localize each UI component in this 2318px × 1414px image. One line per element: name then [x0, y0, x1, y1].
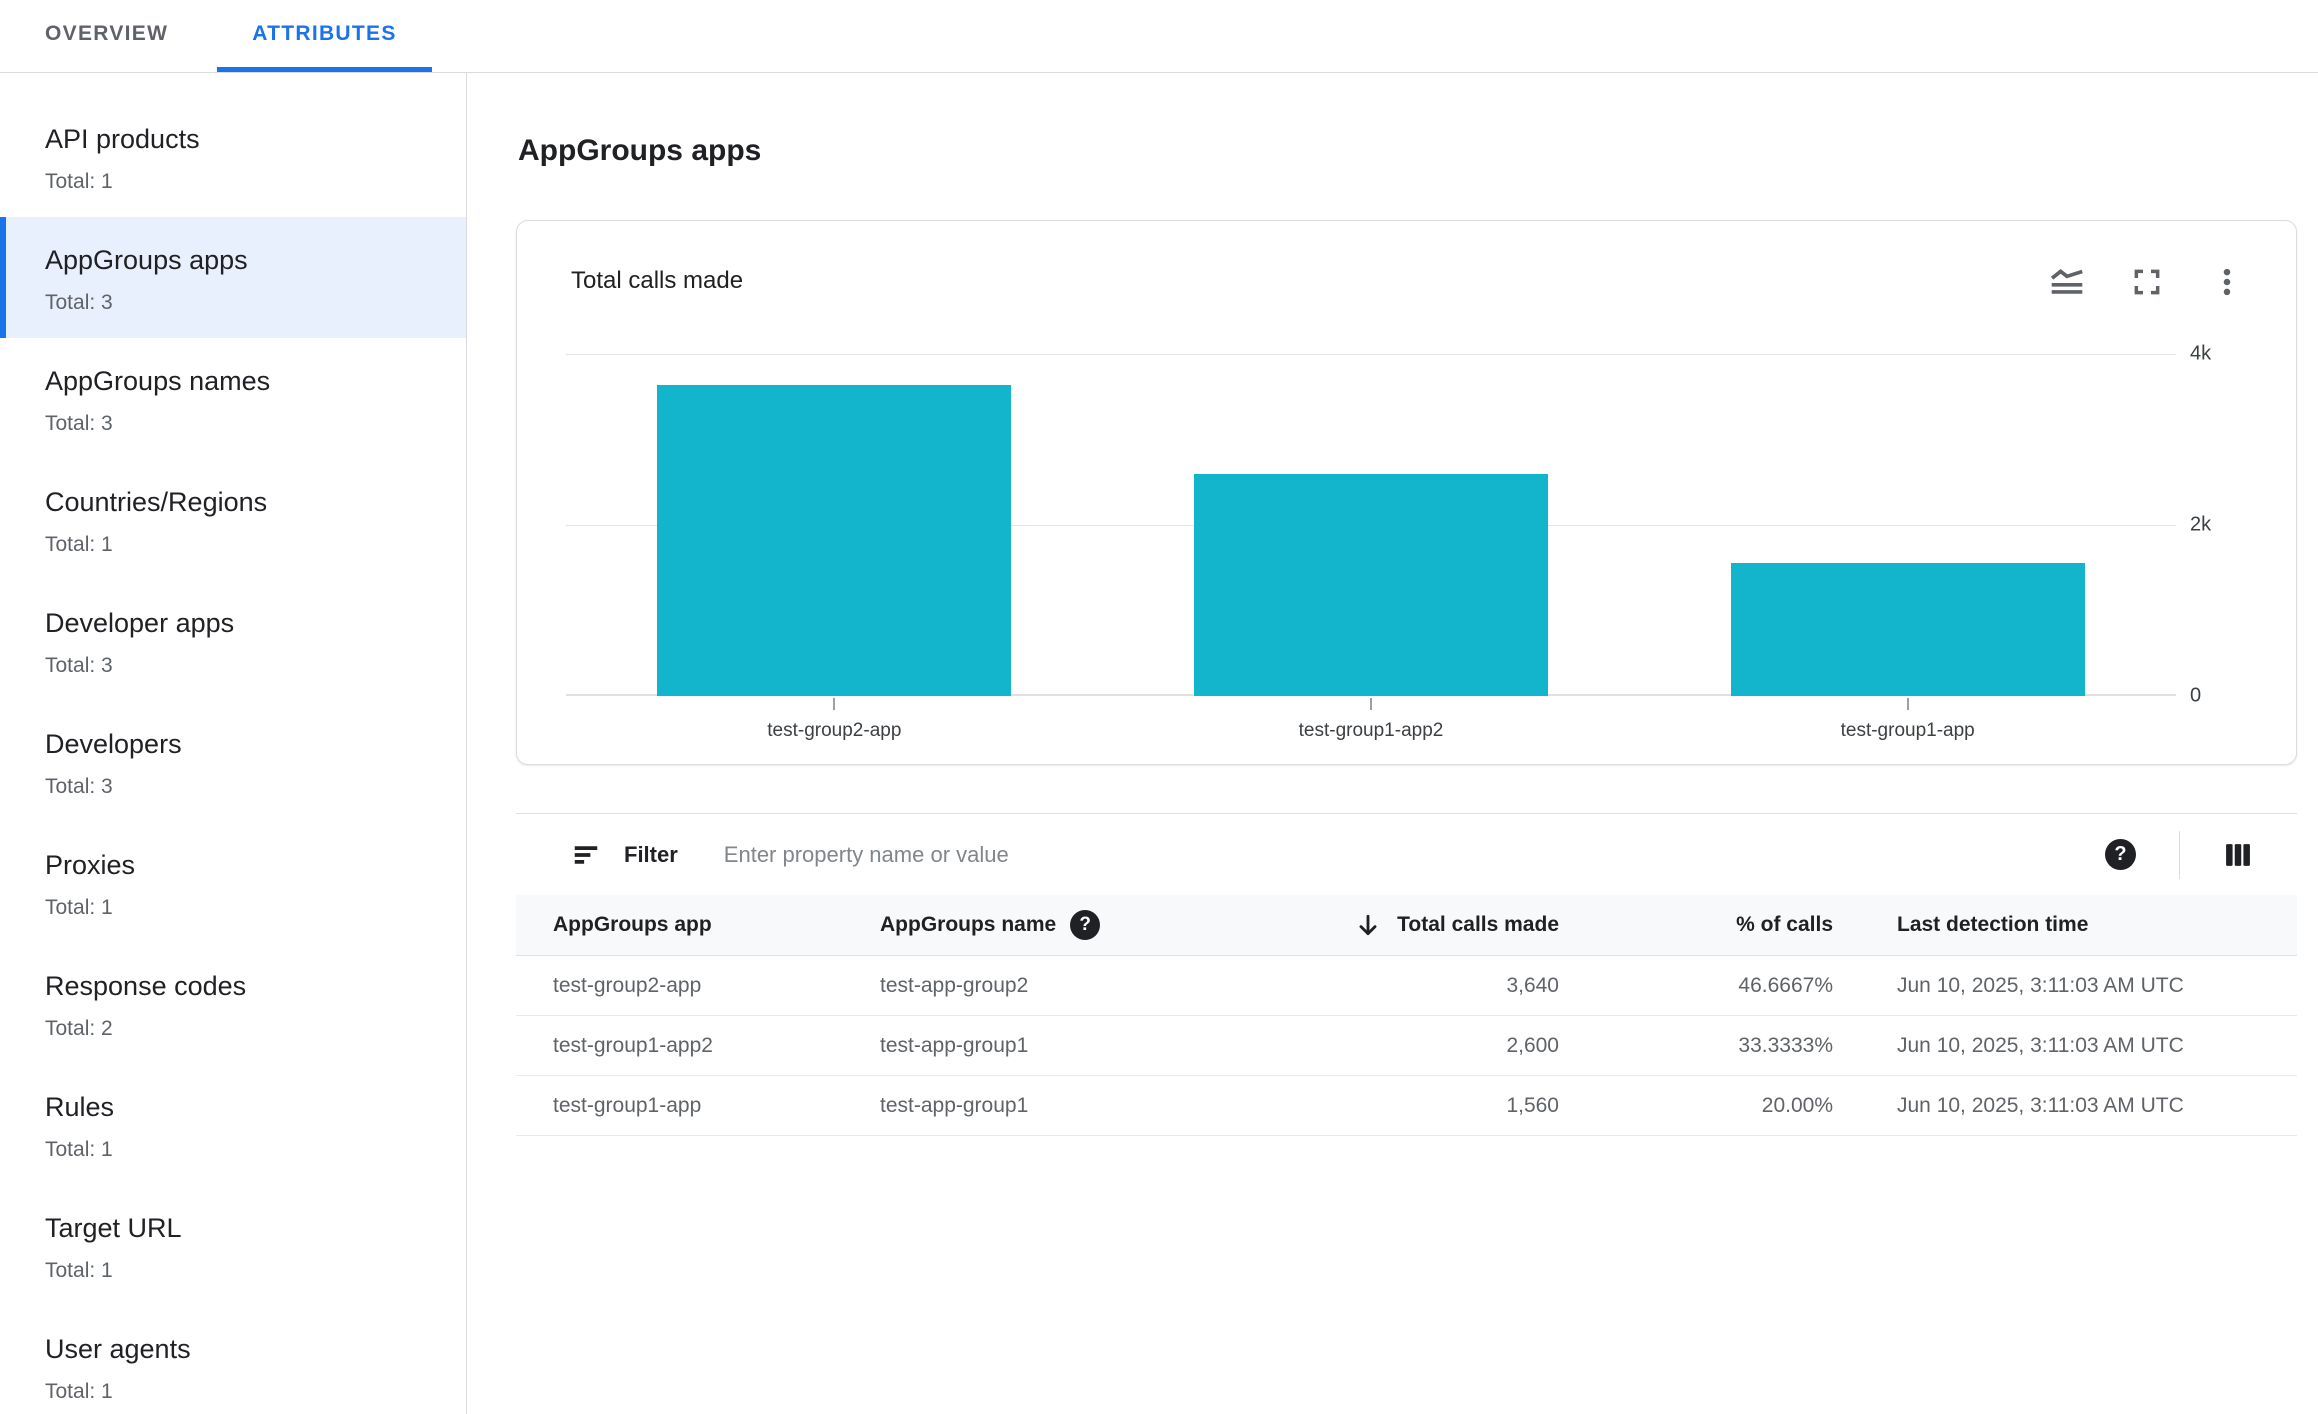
- bar-test-group2-app: [657, 384, 1012, 696]
- sidebar-item-total: Total: 1: [45, 1138, 113, 1161]
- sidebar-item-target-url[interactable]: Target URL Total: 1: [0, 1185, 466, 1306]
- sidebar-item-label: API products: [45, 124, 200, 154]
- sidebar-item-label: Response codes: [45, 971, 247, 1001]
- gridline-4k: [566, 354, 2176, 355]
- bar-chart-plot: 4k 2k 0 test-group2-app test-group1-app: [566, 343, 2211, 741]
- x-category-label: test-group2-app: [767, 720, 902, 741]
- table-filter-bar: Filter ?: [516, 813, 2297, 895]
- header-total-calls-made[interactable]: Total calls made: [1327, 912, 1577, 938]
- filter-input[interactable]: [721, 840, 1446, 869]
- sidebar-item-total: Total: 3: [45, 291, 113, 314]
- arrow-down-icon: [1359, 914, 1377, 936]
- cell-total-calls: 3,640: [1506, 973, 1559, 997]
- tab-attributes[interactable]: ATTRIBUTES: [217, 0, 432, 72]
- fullscreen-icon[interactable]: [2128, 263, 2166, 301]
- y-tick-label: 4k: [2190, 342, 2212, 365]
- filter-label: Filter: [624, 841, 678, 867]
- sidebar-item-total: Total: 1: [45, 170, 113, 193]
- cell-appgroups-name: test-app-group1: [880, 1093, 1029, 1117]
- bar-test-group1-app: [1730, 562, 2085, 696]
- sidebar-item-label: AppGroups names: [45, 366, 271, 396]
- x-tick: [1906, 698, 1909, 710]
- cell-total-calls: 1,560: [1506, 1093, 1559, 1117]
- main-content: AppGroups apps Total calls made: [516, 72, 2297, 1136]
- header-appgroups-name-label: AppGroups name: [880, 913, 1057, 936]
- sidebar-item-developers[interactable]: Developers Total: 3: [0, 701, 466, 822]
- sidebar-item-label: AppGroups apps: [45, 245, 248, 275]
- sidebar-item-countries-regions[interactable]: Countries/Regions Total: 1: [0, 459, 466, 580]
- help-icon[interactable]: ?: [1070, 910, 1101, 940]
- cell-appgroups-name: test-app-group2: [880, 973, 1029, 997]
- cell-last-detection: Jun 10, 2025, 3:11:03 AM UTC: [1897, 1033, 2184, 1057]
- sidebar-item-appgroups-apps[interactable]: AppGroups apps Total: 3: [0, 217, 466, 338]
- attributes-sidebar: API products Total: 1 AppGroups apps Tot…: [0, 73, 467, 1414]
- chart-title: Total calls made: [571, 267, 744, 294]
- cell-pct-of-calls: 46.6667%: [1738, 973, 1833, 997]
- x-tick: [833, 698, 836, 710]
- sidebar-item-label: User agents: [45, 1334, 191, 1364]
- cell-pct-of-calls: 20.00%: [1761, 1093, 1833, 1117]
- bar-series: [566, 354, 2176, 696]
- cell-appgroups-app: test-group1-app2: [553, 1033, 713, 1057]
- table-row: test-group2-app test-app-group2 3,640 46…: [516, 956, 2297, 1016]
- vertical-divider: [2179, 830, 2180, 879]
- filter-bar-actions: ?: [2105, 830, 2253, 879]
- sidebar-item-api-products[interactable]: API products Total: 1: [0, 96, 466, 217]
- tab-overview[interactable]: OVERVIEW: [45, 21, 169, 45]
- sidebar-item-appgroups-names[interactable]: AppGroups names Total: 3: [0, 338, 466, 459]
- cell-appgroups-app: test-group2-app: [553, 973, 702, 997]
- sidebar-item-total: Total: 1: [45, 1380, 113, 1403]
- area-chart-icon[interactable]: [2048, 263, 2086, 301]
- cell-last-detection: Jun 10, 2025, 3:11:03 AM UTC: [1897, 1093, 2184, 1117]
- y-tick-label: 0: [2190, 684, 2202, 707]
- sidebar-item-user-agents[interactable]: User agents Total: 1: [0, 1306, 466, 1414]
- bar-test-group1-app2: [1194, 473, 1548, 696]
- header-appgroups-name[interactable]: AppGroups name ?: [880, 910, 1327, 940]
- sidebar-item-label: Proxies: [45, 850, 136, 880]
- table-row: test-group1-app2 test-app-group1 2,600 3…: [516, 1016, 2297, 1076]
- x-tick: [1370, 698, 1372, 710]
- sidebar-item-total: Total: 3: [45, 654, 113, 677]
- chart-toolbar: [2048, 263, 2246, 301]
- page-title: AppGroups apps: [518, 134, 762, 167]
- sidebar-item-developer-apps[interactable]: Developer apps Total: 3: [0, 580, 466, 701]
- sidebar-item-total: Total: 3: [45, 775, 113, 798]
- header-appgroups-app[interactable]: AppGroups app: [553, 913, 712, 936]
- help-icon[interactable]: ?: [2105, 839, 2136, 870]
- sidebar-item-label: Rules: [45, 1092, 115, 1122]
- sidebar-item-proxies[interactable]: Proxies Total: 1: [0, 822, 466, 943]
- more-vert-icon[interactable]: [2208, 263, 2246, 301]
- sidebar-item-label: Developer apps: [45, 608, 235, 638]
- sidebar-item-total: Total: 1: [45, 1259, 113, 1282]
- sidebar-item-total: Total: 1: [45, 896, 113, 919]
- tab-bar: OVERVIEW ATTRIBUTES: [0, 0, 2318, 73]
- table-header-row: AppGroups app AppGroups name ? Total cal…: [516, 895, 2297, 956]
- x-category-label: test-group1-app: [1840, 720, 1975, 741]
- appgroups-table: AppGroups app AppGroups name ? Total cal…: [516, 895, 2297, 1136]
- cell-appgroups-app: test-group1-app: [553, 1093, 702, 1117]
- x-category-label: test-group1-app2: [1298, 720, 1444, 741]
- header-last-detection-time[interactable]: Last detection time: [1897, 913, 2089, 936]
- sidebar-item-label: Countries/Regions: [45, 487, 268, 517]
- cell-total-calls: 2,600: [1506, 1033, 1559, 1057]
- sidebar-item-total: Total: 2: [45, 1017, 113, 1040]
- header-pct-of-calls[interactable]: % of calls: [1736, 913, 1833, 936]
- header-total-calls-label: Total calls made: [1397, 913, 1559, 936]
- sidebar-item-total: Total: 1: [45, 533, 113, 556]
- sidebar-item-label: Target URL: [45, 1213, 182, 1243]
- sidebar-item-response-codes[interactable]: Response codes Total: 2: [0, 943, 466, 1064]
- sidebar-item-rules[interactable]: Rules Total: 1: [0, 1064, 466, 1185]
- y-tick-label: 2k: [2190, 513, 2212, 536]
- filter-list-icon[interactable]: [570, 839, 602, 871]
- sidebar-item-total: Total: 3: [45, 412, 113, 435]
- table-row: test-group1-app test-app-group1 1,560 20…: [516, 1076, 2297, 1136]
- cell-appgroups-name: test-app-group1: [880, 1033, 1029, 1057]
- sidebar-item-label: Developers: [45, 729, 182, 759]
- x-axis-labels: test-group2-app test-group1-app2 test-gr…: [566, 698, 2176, 742]
- total-calls-chart-card: Total calls made: [516, 220, 2297, 765]
- cell-last-detection: Jun 10, 2025, 3:11:03 AM UTC: [1897, 973, 2184, 997]
- view-columns-icon[interactable]: [2223, 840, 2253, 870]
- cell-pct-of-calls: 33.3333%: [1738, 1033, 1833, 1057]
